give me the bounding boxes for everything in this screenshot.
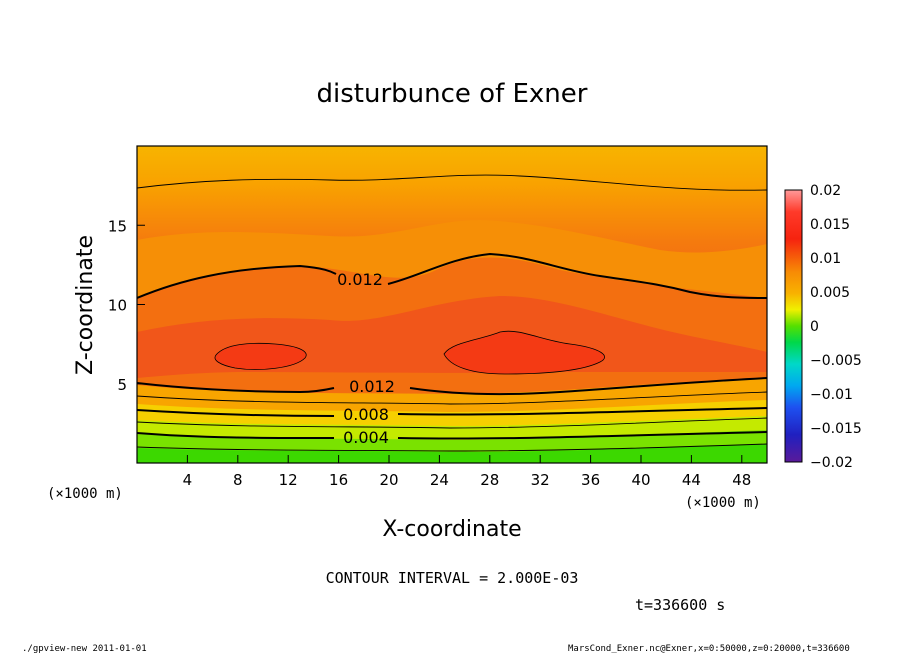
y-axis-title: Z-coordinate — [73, 235, 98, 375]
x-axis-title: X-coordinate — [382, 517, 521, 542]
max-region-right — [443, 330, 605, 375]
x-tick-label: 48 — [732, 471, 751, 489]
colorbar-tick-label: 0.01 — [810, 251, 841, 267]
colorbar-tick-label: 0.005 — [810, 285, 850, 301]
colorbar-tick-label: −0.02 — [810, 455, 853, 471]
x-tick-label: 16 — [329, 471, 348, 489]
y-tick-label: 10 — [108, 297, 127, 315]
contour-label: 0.004 — [343, 428, 389, 447]
contour-label: 0.012 — [349, 377, 395, 396]
x-tick-label: 20 — [379, 471, 398, 489]
y-unit-label: (×1000 m) — [47, 486, 123, 502]
chart-title: disturbunce of Exner — [317, 79, 588, 109]
contour-label: 0.012 — [337, 270, 383, 289]
x-tick-label: 12 — [279, 471, 298, 489]
x-unit-label: (×1000 m) — [685, 495, 761, 511]
colorbar-ticks: 0.02 0.015 0.01 0.005 0 −0.005 −0.01 −0.015 −0.0… — [810, 183, 862, 471]
colorbar-tick-label: −0.01 — [810, 387, 853, 403]
colorbar-scale — [784, 189, 803, 463]
time-text: t=336600 s — [635, 596, 725, 614]
x-tick-label: 32 — [531, 471, 550, 489]
plot-area: 0.012 0.012 0.008 0.004 — [137, 146, 767, 463]
y-axis-ticks: 5 10 15 — [108, 217, 145, 394]
x-tick-label: 28 — [480, 471, 499, 489]
max-region-left — [214, 342, 307, 370]
y-tick-label: 5 — [117, 376, 127, 394]
colorbar-tick-label: 0 — [810, 319, 819, 335]
x-tick-label: 8 — [233, 471, 243, 489]
x-tick-label: 36 — [581, 471, 600, 489]
footer-right: MarsCond_Exner.nc@Exner,x=0:50000,z=0:20… — [568, 644, 850, 654]
contour-label: 0.008 — [343, 405, 389, 424]
contour-lines — [137, 174, 767, 452]
footer-left: ./gpview-new 2011-01-01 — [22, 644, 147, 654]
colorbar-tick-label: 0.015 — [810, 217, 850, 233]
x-tick-label: 24 — [430, 471, 449, 489]
colorbar: 0.02 0.015 0.01 0.005 0 −0.005 −0.01 −0.015 −0.0… — [784, 183, 862, 471]
y-tick-label: 15 — [108, 217, 127, 235]
colorbar-tick-label: −0.015 — [810, 421, 862, 437]
x-axis-ticks: 4 8 12 16 20 24 28 32 36 40 44 48 — [183, 455, 751, 489]
colorbar-tick-label: 0.02 — [810, 183, 841, 199]
contour-interval-text: CONTOUR INTERVAL = 2.000E-03 — [326, 569, 579, 587]
x-tick-label: 44 — [682, 471, 701, 489]
x-tick-label: 40 — [631, 471, 650, 489]
colorbar-tick-label: −0.005 — [810, 353, 862, 369]
x-tick-label: 4 — [183, 471, 193, 489]
contour-band-low5 — [137, 444, 767, 463]
